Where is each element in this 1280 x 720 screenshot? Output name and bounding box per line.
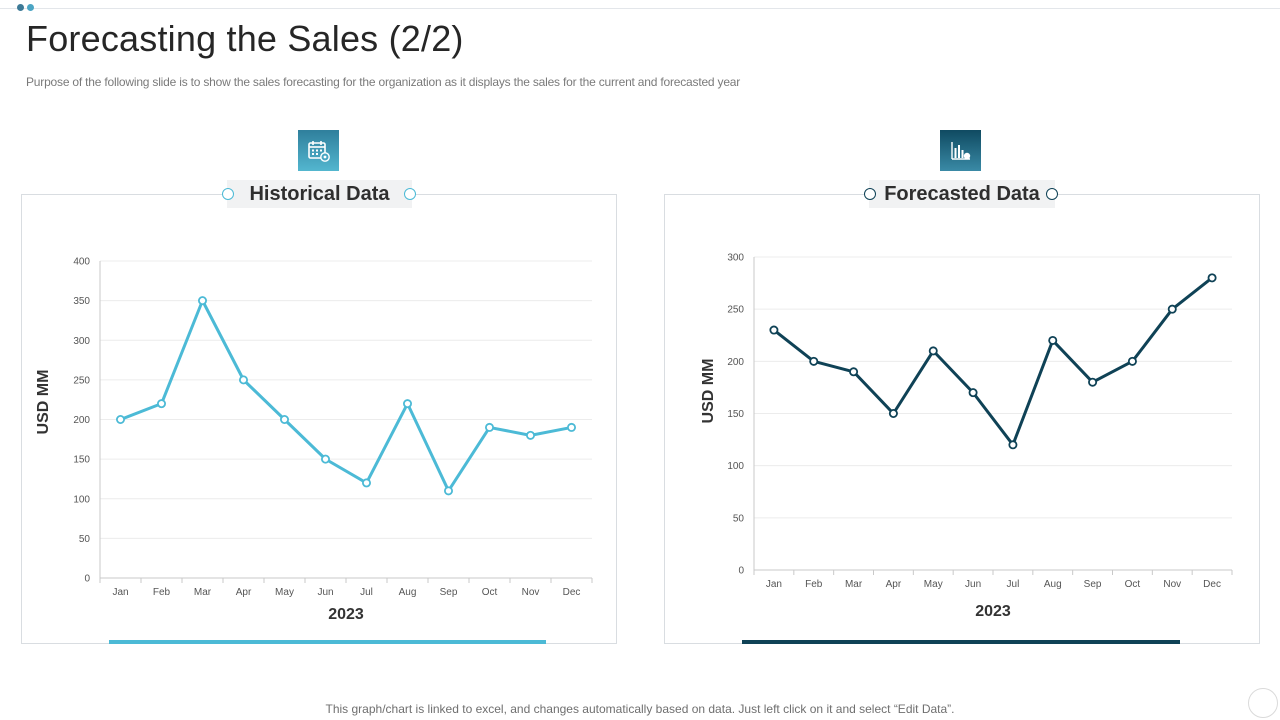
chart-0-xtick-3: Apr: [236, 587, 252, 598]
chart-1-point-feb: [809, 356, 819, 366]
chart-0-ytick-5: 250: [73, 375, 90, 386]
chart-1-xtick-5: Jun: [965, 579, 981, 590]
chart-1-xtick-1: Feb: [805, 579, 823, 590]
forecast-badge: [940, 130, 981, 171]
chart-1-ytick-3: 150: [727, 409, 744, 420]
page-subtitle: Purpose of the following slide is to sho…: [26, 75, 741, 89]
chart-0-point-nov: [526, 430, 536, 440]
chart-0-xtick-11: Dec: [563, 587, 581, 598]
chart-1-point-aug: [1048, 335, 1058, 345]
chart-1-point-nov: [1167, 304, 1177, 314]
historical-title: Historical Data: [227, 180, 412, 208]
calendar-gear-icon: [307, 140, 330, 162]
title-ring-left-a: [222, 188, 234, 200]
title-ring-right-a: [864, 188, 876, 200]
chart-1-ytick-4: 200: [727, 357, 744, 368]
chart-0-xtick-7: Aug: [399, 587, 417, 598]
chart-1-xlabel: 2023: [975, 603, 1011, 620]
chart-1-point-dec: [1207, 273, 1217, 283]
chart-0-xtick-10: Nov: [522, 587, 540, 598]
chart-1-xtick-6: Jul: [1007, 579, 1020, 590]
chart-0-point-jul: [361, 478, 371, 488]
chart-0-xtick-9: Oct: [482, 587, 498, 598]
chart-0-xtick-6: Jul: [360, 587, 373, 598]
chart-0-point-may: [279, 414, 289, 424]
chart-0-ylabel: USD MM: [35, 370, 52, 435]
bar-chart-icon: [950, 141, 970, 160]
chart-1-ytick-2: 100: [727, 461, 744, 472]
chart-0-point-jan: [116, 414, 126, 424]
corner-circle: [1248, 688, 1278, 718]
chart-1-point-may: [928, 346, 938, 356]
chart-0-ytick-4: 200: [73, 415, 90, 426]
footer-note: This graph/chart is linked to excel, and…: [325, 702, 955, 716]
chart-0-ytick-1: 50: [79, 534, 91, 545]
chart-0-xtick-4: May: [275, 587, 294, 598]
chart-1-ytick-0: 0: [738, 566, 744, 577]
chart-1-point-jun: [968, 388, 978, 398]
chart-1-ytick-1: 50: [733, 513, 745, 524]
page-title: Forecasting the Sales (2/2): [26, 18, 464, 59]
chart-1-xtick-8: Sep: [1084, 579, 1102, 590]
chart-1-ytick-6: 300: [727, 253, 744, 264]
chart-0-xlabel: 2023: [328, 606, 364, 623]
chart-0-xtick-5: Jun: [317, 587, 333, 598]
chart-0-point-aug: [402, 399, 412, 409]
chart-0-point-sep: [443, 486, 453, 496]
chart-1-point-mar: [849, 367, 859, 377]
chart-1-xtick-7: Aug: [1044, 579, 1062, 590]
chart-0-point-apr: [238, 375, 248, 385]
chart-1-xtick-9: Oct: [1125, 579, 1141, 590]
chart-0-ytick-0: 0: [84, 574, 90, 585]
historical-accent-bar: [109, 640, 546, 644]
top-divider: [0, 8, 1280, 9]
chart-0-xtick-1: Feb: [153, 587, 171, 598]
chart-0-xtick-0: Jan: [112, 587, 128, 598]
chart-0-point-jun: [320, 454, 330, 464]
chart-1-xtick-4: May: [924, 579, 943, 590]
slide-logo-dots: [17, 4, 34, 11]
historical-badge: [298, 130, 339, 171]
chart-0-series-line: [119, 299, 573, 493]
chart-0-xtick-2: Mar: [194, 587, 212, 598]
title-ring-left-b: [404, 188, 416, 200]
chart-0-point-mar: [197, 296, 207, 306]
chart-0-ytick-2: 100: [73, 494, 90, 505]
chart-1-ytick-5: 250: [727, 305, 744, 316]
chart-0-ytick-3: 150: [73, 455, 90, 466]
chart-1-xtick-2: Mar: [845, 579, 863, 590]
chart-0-ytick-8: 400: [73, 257, 90, 268]
chart-1-point-oct: [1127, 356, 1137, 366]
chart-1-xtick-0: Jan: [766, 579, 782, 590]
chart-0-point-feb: [156, 399, 166, 409]
chart-0-ytick-7: 350: [73, 296, 90, 307]
chart-0-ytick-6: 300: [73, 336, 90, 347]
chart-1-point-sep: [1088, 377, 1098, 387]
chart-0-point-oct: [484, 422, 494, 432]
chart-1-point-apr: [888, 408, 898, 418]
chart-1-xtick-11: Dec: [1203, 579, 1221, 590]
chart-1-point-jul: [1008, 440, 1018, 450]
chart-1-series-line: [772, 276, 1214, 447]
chart-1-xtick-3: Apr: [886, 579, 902, 590]
forecast-title: Forecasted Data: [869, 180, 1055, 208]
chart-1-ylabel: USD MM: [700, 359, 717, 424]
title-ring-right-b: [1046, 188, 1058, 200]
chart-0-xtick-8: Sep: [440, 587, 458, 598]
forecast-accent-bar: [742, 640, 1180, 644]
chart-0-point-dec: [567, 422, 577, 432]
chart-1-point-jan: [769, 325, 779, 335]
chart-1-xtick-10: Nov: [1163, 579, 1181, 590]
